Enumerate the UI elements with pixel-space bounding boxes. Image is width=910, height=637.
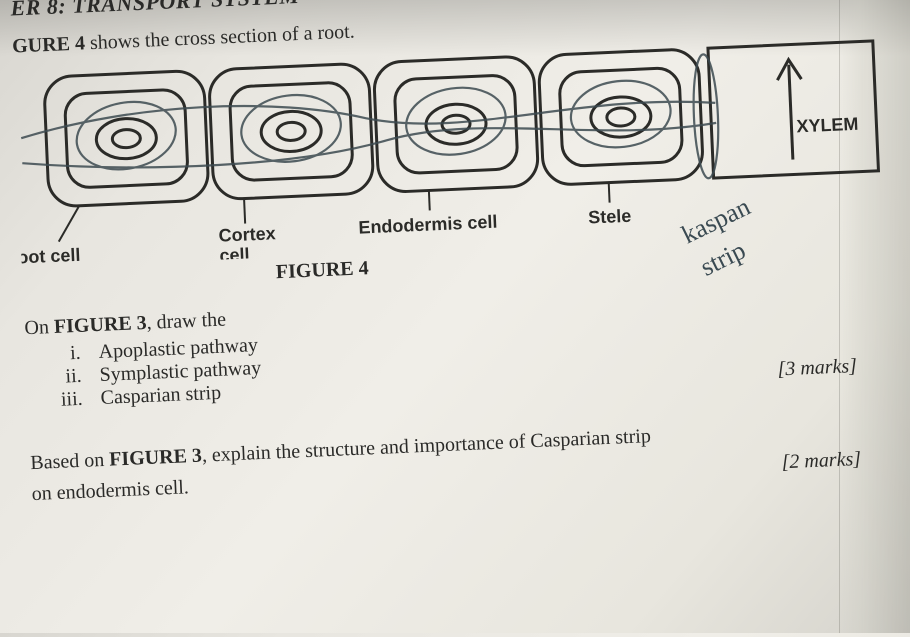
page-content: ER 8: TRANSPORT SYSTEM GURE 4 shows the …	[0, 0, 910, 508]
figure-intro-bold: GURE 4	[12, 32, 86, 57]
figure-4: XYLEM oot cell Cort	[13, 29, 910, 268]
label-root-cell: oot cell	[17, 245, 81, 268]
q1-prefix: On	[24, 316, 54, 339]
figure-intro-rest: shows the cross section of a root.	[84, 21, 355, 55]
q2-line2: on endodermis cell.	[31, 476, 189, 505]
label-endodermis: Endodermis cell	[358, 212, 498, 238]
q1-item-i-num: i.	[25, 341, 99, 367]
q2-prefix: Based on	[30, 449, 110, 474]
label-xylem: XYLEM	[796, 114, 859, 137]
q1-rest: , draw the	[146, 308, 226, 333]
q1-item-ii-num: ii.	[26, 364, 100, 390]
label-stele: Stele	[588, 206, 632, 228]
figure-svg: XYLEM oot cell Cort	[13, 30, 901, 268]
label-cortex-1: Cortex	[218, 223, 276, 245]
q2-bold: FIGURE 3	[109, 445, 203, 471]
q1-bold: FIGURE 3	[53, 312, 147, 338]
q1-item-iii-num: iii.	[27, 387, 101, 413]
